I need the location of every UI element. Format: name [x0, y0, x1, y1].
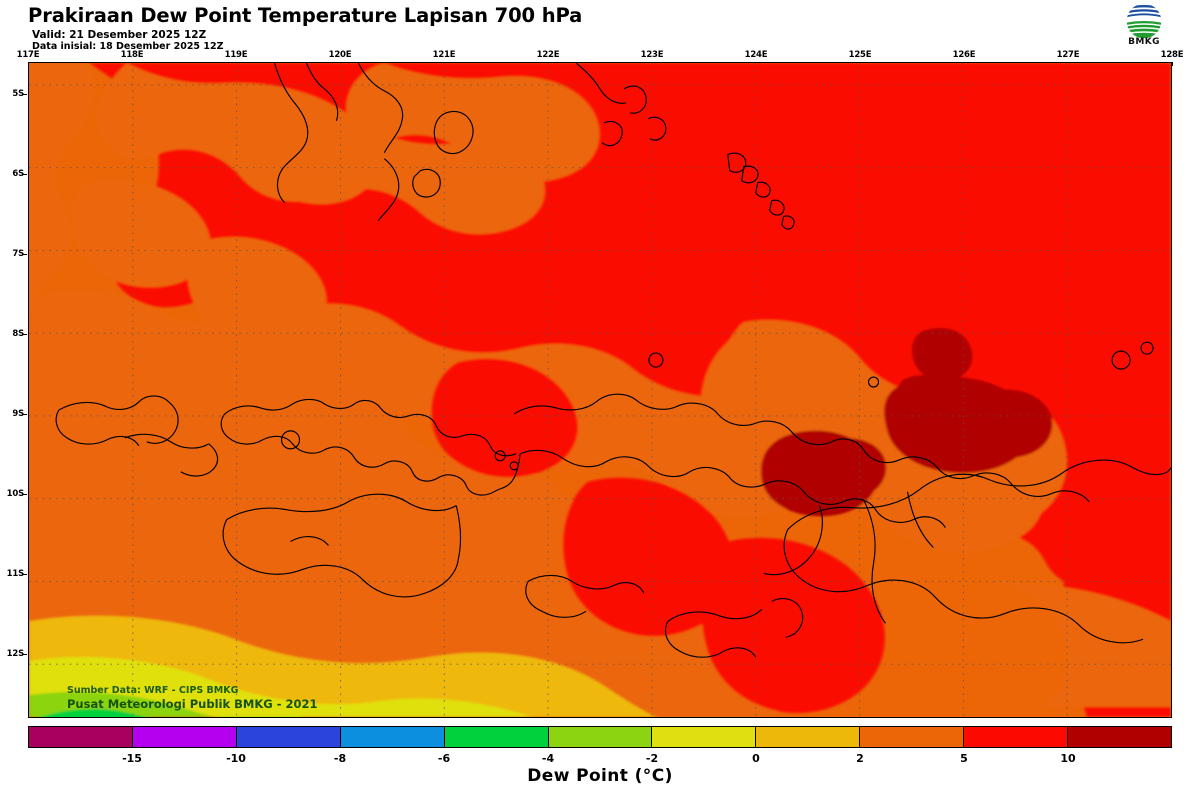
colorbar-tick-0: 0: [752, 752, 760, 765]
colorbar-segment-1[interactable]: [132, 727, 237, 747]
colorbar-tick--10: -10: [226, 752, 246, 765]
coastlines: [55, 63, 1171, 658]
valid-time-label: Valid: 21 Desember 2025 12Z: [32, 29, 207, 41]
colorbar-segment-8[interactable]: [860, 727, 965, 747]
x-axis-tick-128E: 128E: [1160, 50, 1184, 60]
colorbar-tick-5: 5: [960, 752, 968, 765]
colorbar-segment-5[interactable]: [548, 727, 653, 747]
y-axis-tick-8S: 8S: [12, 329, 24, 339]
x-axis-tickmark: [1172, 62, 1173, 66]
x-axis-tick-120E: 120E: [328, 50, 352, 60]
x-axis-tick-118E: 118E: [120, 50, 144, 60]
dew-point-raster: [29, 63, 1171, 717]
x-axis-tick-126E: 126E: [952, 50, 976, 60]
colorbar-segment-3[interactable]: [340, 727, 445, 747]
colorbar-segment-10[interactable]: [1068, 727, 1171, 747]
colorbar-tick--2: -2: [645, 752, 659, 765]
bmkg-logo: BMKG: [1106, 2, 1182, 52]
y-axis-tick-6S: 6S: [12, 169, 24, 179]
colorbar-segment-4[interactable]: [444, 727, 549, 747]
colorbar-segment-6[interactable]: [652, 727, 757, 747]
x-axis-tick-117E: 117E: [16, 50, 40, 60]
y-axis-tickmark: [22, 174, 27, 175]
y-axis-tick-12S: 12S: [6, 649, 25, 659]
colorbar-gradient[interactable]: [28, 726, 1172, 748]
dew-point-map[interactable]: Sumber Data: WRF - CIPS BMKG Pusat Meteo…: [28, 62, 1172, 718]
colorbar-tick--6: -6: [437, 752, 451, 765]
y-axis-tickmark: [22, 654, 27, 655]
page-title: Prakiraan Dew Point Temperature Lapisan …: [28, 4, 583, 27]
x-axis-tick-127E: 127E: [1056, 50, 1080, 60]
y-axis-tickmark: [22, 334, 27, 335]
initial-data-label: Data inisial: 18 Desember 2025 12Z: [32, 41, 224, 52]
bmkg-logo-label: BMKG: [1128, 37, 1160, 47]
header: Prakiraan Dew Point Temperature Lapisan …: [0, 0, 1200, 56]
x-axis-tick-121E: 121E: [432, 50, 456, 60]
y-axis-tick-9S: 9S: [12, 409, 24, 419]
colorbar-tick--4: -4: [541, 752, 555, 765]
y-axis-tickmark: [22, 414, 27, 415]
x-axis-tick-125E: 125E: [848, 50, 872, 60]
y-axis-tick-7S: 7S: [12, 249, 24, 259]
colorbar-tick--8: -8: [333, 752, 347, 765]
colorbar-tick-2: 2: [856, 752, 864, 765]
colorbar-tick--15: -15: [122, 752, 142, 765]
x-axis-tick-123E: 123E: [640, 50, 664, 60]
colorbar-segment-0[interactable]: [29, 727, 133, 747]
bmkg-logo-icon: [1126, 3, 1162, 39]
y-axis-tickmark: [22, 94, 27, 95]
x-axis-tick-122E: 122E: [536, 50, 560, 60]
y-axis-tick-10S: 10S: [6, 489, 25, 499]
y-axis-tick-5S: 5S: [12, 89, 24, 99]
colorbar-segment-2[interactable]: [236, 727, 341, 747]
colorbar-segment-9[interactable]: [964, 727, 1069, 747]
x-axis-tick-119E: 119E: [224, 50, 248, 60]
colorbar-segment-7[interactable]: [756, 727, 861, 747]
x-axis-tick-124E: 124E: [744, 50, 768, 60]
y-axis-tickmark: [22, 494, 27, 495]
colorbar-tick-10: 10: [1060, 752, 1076, 765]
colorbar-title: Dew Point (°C): [527, 766, 673, 786]
colorbar[interactable]: -15 -10 -8 -6 -4 -2 0 2 5 10: [28, 726, 1172, 765]
y-axis-tickmark: [22, 574, 27, 575]
y-axis-tick-11S: 11S: [6, 569, 25, 579]
y-axis-tickmark: [22, 254, 27, 255]
map-graticule: [29, 63, 1171, 717]
